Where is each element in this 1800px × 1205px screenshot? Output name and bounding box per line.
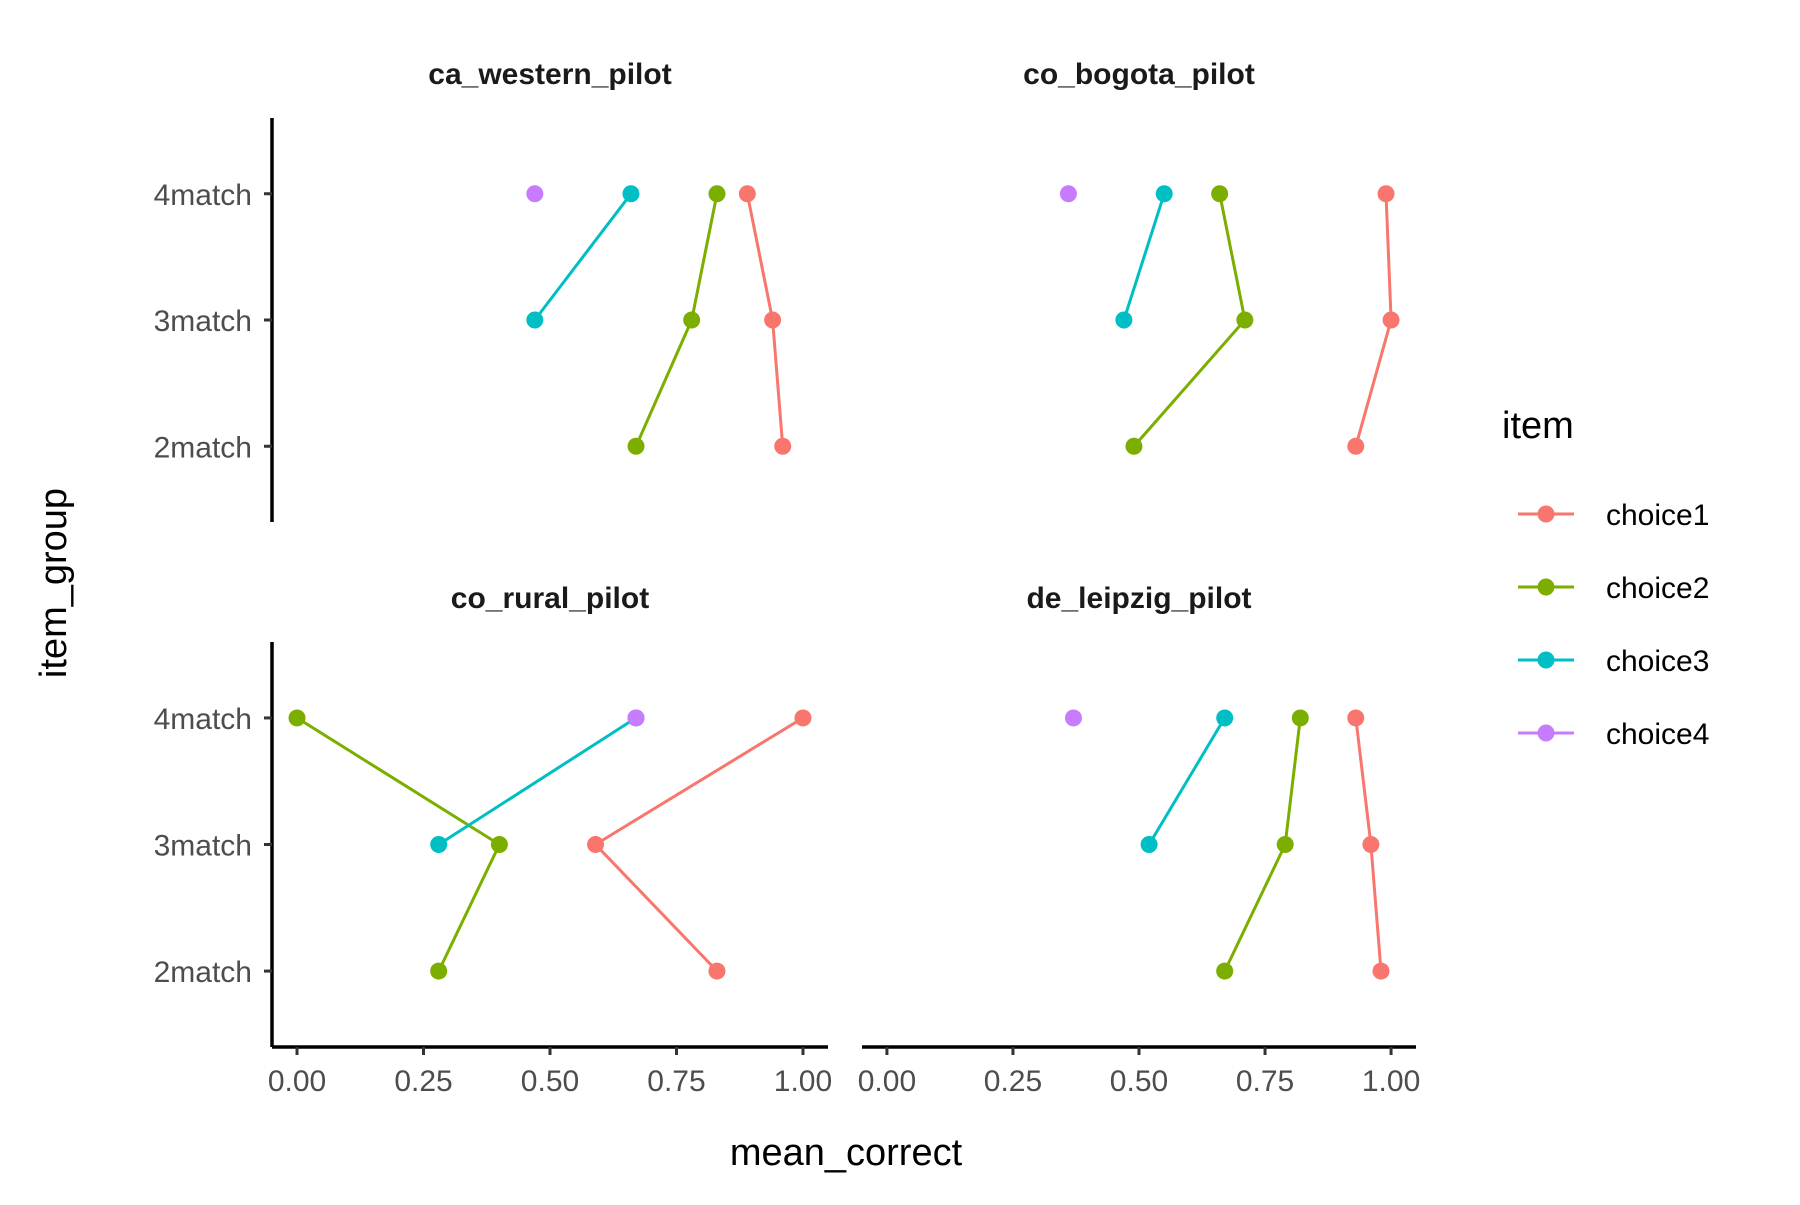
data-point-choice1 — [764, 311, 782, 329]
data-point-choice2 — [627, 437, 645, 455]
legend-label: choice2 — [1606, 572, 1709, 605]
legend: item choice1 choice2 choice3 choice4 — [1502, 405, 1709, 751]
x-tick-label: 1.00 — [774, 1065, 832, 1098]
facet-panel-ca_western_pilot: ca_western_pilot 2match 3match 4match — [154, 58, 792, 522]
data-point-choice1 — [774, 437, 792, 455]
series-line-choice2 — [634, 193, 719, 447]
data-point-choice2 — [1236, 311, 1254, 329]
data-point-choice2 — [1211, 185, 1229, 203]
facet-panel-de_leipzig_pilot: de_leipzig_pilot 0.00 0.25 0.50 0.75 1.00 — [858, 582, 1421, 1098]
legend-entry-choice1: choice1 — [1518, 499, 1709, 532]
data-point-choice2 — [490, 836, 508, 853]
data-point-choice2 — [708, 185, 726, 203]
data-point-choice3 — [1140, 836, 1158, 853]
data-point-choice4 — [1059, 185, 1077, 203]
x-tick-label: 0.25 — [984, 1065, 1042, 1098]
x-tick-label: 0.75 — [647, 1065, 705, 1098]
data-point-choice3 — [1155, 185, 1173, 203]
series-line-choice3 — [1122, 193, 1166, 321]
x-tick-label: 0.75 — [1236, 1065, 1294, 1098]
legend-title: item — [1502, 405, 1574, 447]
legend-entry-choice4: choice4 — [1518, 718, 1709, 751]
y-tick-label: 4match — [154, 179, 252, 212]
data-point-choice1 — [708, 962, 726, 980]
legend-key-point — [1537, 578, 1555, 596]
data-point-choice1 — [587, 836, 605, 853]
legend-label: choice4 — [1606, 718, 1709, 751]
facet-panel-co_bogota_pilot: co_bogota_pilot — [1023, 58, 1400, 455]
series-line-choice2 — [296, 716, 502, 972]
data-point-choice2 — [430, 962, 448, 980]
data-point-choice4 — [526, 185, 544, 203]
facet-panel-co_rural_pilot: co_rural_pilot 2match 3match 4match 0.00 0.25… — [154, 582, 833, 1098]
x-tick-label: 0.50 — [1110, 1065, 1168, 1098]
data-point-choice2 — [1125, 437, 1143, 455]
series-line-choice3 — [437, 716, 637, 846]
data-point-choice1 — [1382, 311, 1400, 329]
legend-label: choice3 — [1606, 645, 1709, 678]
y-tick-label: 4match — [154, 703, 252, 736]
data-point-choice3 — [526, 311, 544, 329]
data-point-choice1 — [738, 185, 756, 203]
x-tick-label: 0.50 — [521, 1065, 579, 1098]
data-point-choice3 — [1216, 709, 1234, 727]
facet-title: co_bogota_pilot — [1023, 58, 1255, 91]
x-tick-label: 0.25 — [394, 1065, 452, 1098]
facet-title: co_rural_pilot — [451, 582, 649, 615]
y-axis-title: item_group — [33, 488, 75, 678]
data-point-choice2 — [1291, 709, 1309, 727]
y-tick-label: 3match — [154, 305, 252, 338]
data-point-choice2 — [1276, 836, 1294, 853]
data-point-choice1 — [1347, 437, 1365, 455]
data-point-choice1 — [1347, 709, 1365, 727]
series-line-choice3 — [533, 192, 633, 321]
legend-key-point — [1537, 505, 1555, 523]
legend-entry-choice2: choice2 — [1518, 572, 1709, 605]
data-point-choice1 — [1377, 185, 1395, 203]
data-point-choice2 — [288, 709, 306, 727]
data-point-choice4 — [627, 709, 645, 727]
data-point-choice3 — [430, 836, 448, 853]
facet-title: de_leipzig_pilot — [1026, 582, 1251, 615]
series-line-choice3 — [1147, 717, 1226, 846]
data-point-choice1 — [794, 709, 812, 727]
legend-label: choice1 — [1606, 499, 1709, 532]
data-point-choice2 — [1216, 962, 1234, 980]
y-tick-label: 2match — [154, 956, 252, 989]
data-point-choice3 — [622, 185, 640, 203]
facets-layer: ca_western_pilot 2match 3match 4match co_bog… — [154, 58, 1421, 1098]
data-point-choice2 — [683, 311, 701, 329]
series-line-choice1 — [593, 716, 804, 973]
x-tick-label: 0.00 — [268, 1065, 326, 1098]
data-point-choice4 — [1064, 709, 1082, 727]
data-point-choice1 — [1372, 962, 1390, 980]
legend-key-point — [1537, 724, 1555, 742]
facet-title: ca_western_pilot — [428, 58, 671, 91]
x-tick-label: 0.00 — [858, 1065, 916, 1098]
x-tick-label: 1.00 — [1362, 1065, 1420, 1098]
y-tick-label: 2match — [154, 431, 252, 464]
y-tick-label: 3match — [154, 830, 252, 863]
data-point-choice3 — [1115, 311, 1133, 329]
x-axis-title: mean_correct — [730, 1132, 963, 1174]
data-point-choice1 — [1362, 836, 1380, 853]
legend-key-point — [1537, 651, 1555, 669]
legend-entry-choice3: choice3 — [1518, 645, 1709, 678]
